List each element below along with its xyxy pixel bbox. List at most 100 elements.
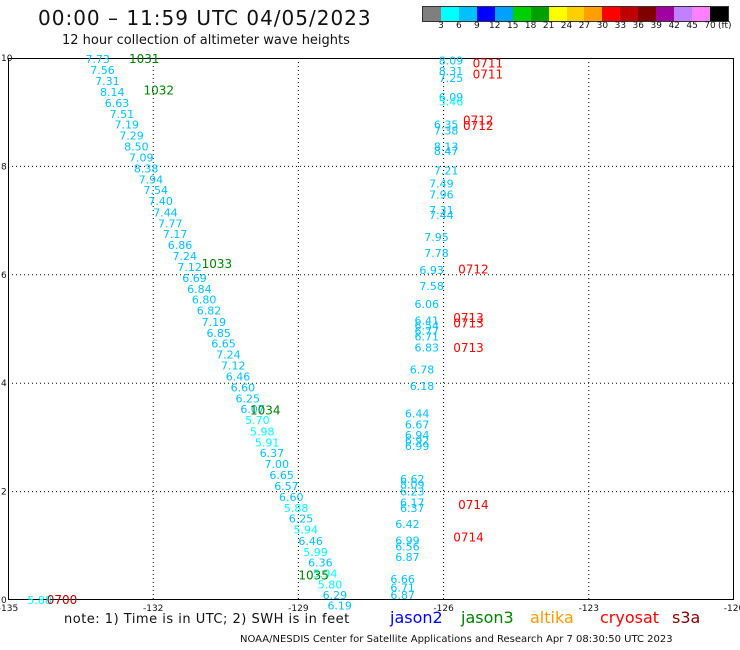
wave-height-value: 7.31	[429, 204, 454, 217]
wave-height-value: 7.56	[90, 64, 115, 77]
legend-unit: (ft)	[718, 21, 732, 31]
wave-height-value: 7.12	[177, 261, 202, 274]
pass-time-label: 1033	[202, 257, 233, 271]
legend-swatch	[602, 7, 621, 21]
y-tick-label: 4	[1, 379, 7, 389]
legend-label: 18	[524, 21, 537, 31]
legend-label: 15	[506, 21, 519, 31]
legend-swatch	[440, 7, 459, 21]
wave-height-value: 6.54	[415, 320, 440, 333]
satellite-label-jason3: jason3	[461, 608, 514, 627]
wave-height-value: 5.88	[284, 502, 309, 515]
wave-height-value: 6.18	[410, 380, 435, 393]
legend-swatch	[530, 7, 549, 21]
legend-label: 21	[542, 21, 555, 31]
wave-height-value: 5.94	[294, 524, 319, 537]
legend-swatch	[423, 7, 441, 21]
map-plot-area: -135-132-129-126-123-12002468105.887.737…	[0, 52, 740, 614]
wave-height-value: 6.71	[415, 331, 440, 344]
wave-height-value: 5.70	[245, 414, 270, 427]
pass-time-label: 0700	[47, 593, 78, 607]
legend-label: 24	[560, 21, 573, 31]
satellite-label-jason2: jason2	[390, 608, 443, 627]
wave-height-value: 6.83	[415, 341, 440, 354]
pass-time-label: 0712	[463, 119, 494, 133]
legend-label: 3	[438, 21, 444, 31]
wave-height-value: 6.87	[395, 551, 420, 564]
wave-height-value: 7.73	[85, 53, 110, 66]
wave-height-value: 6.86	[168, 239, 193, 252]
wave-height-value: 6.99	[405, 440, 430, 453]
wave-height-value: 5.98	[250, 425, 275, 438]
pass-time-label: 0712	[463, 113, 494, 127]
x-tick-label: -135	[0, 604, 18, 614]
wave-height-value: 6.25	[289, 513, 314, 526]
legend-swatch	[674, 7, 693, 21]
wave-height-value: 7.51	[110, 108, 135, 121]
x-tick-label: -129	[288, 604, 309, 614]
pass-time-label: 1034	[250, 403, 281, 417]
wave-height-value: 7.17	[163, 228, 188, 241]
wave-height-value: 6.23	[400, 486, 425, 499]
wave-height-value: 8.31	[439, 65, 464, 78]
wave-height-value: 7.25	[439, 72, 464, 85]
wave-height-value: 7.38	[434, 125, 459, 138]
wave-height-value: 5.46	[439, 95, 464, 108]
legend-swatch	[710, 7, 728, 21]
wave-height-value: 6.65	[211, 338, 236, 351]
wave-height-value: 8.47	[434, 145, 459, 158]
wave-height-value: 6.66	[390, 573, 415, 586]
legend-label: 42	[668, 21, 680, 31]
wave-height-value: 6.09	[439, 91, 464, 104]
wave-height-value: 7.58	[419, 280, 444, 293]
satellite-label-cryosat: cryosat	[600, 608, 660, 627]
wave-height-value: 6.60	[279, 491, 304, 504]
wave-height-value: 6.78	[410, 364, 435, 377]
x-tick-label: -123	[579, 604, 599, 614]
wave-height-value: 6.17	[400, 496, 425, 509]
wave-height-value: 7.19	[202, 316, 227, 329]
wave-height-value: 7.09	[129, 152, 154, 165]
wave-height-value: 6.99	[395, 534, 420, 547]
wave-height-value: 6.44	[405, 408, 430, 421]
pass-time-label: 0713	[453, 317, 484, 331]
wave-height-value: 6.87	[390, 589, 415, 602]
legend-label: 45	[686, 21, 698, 31]
wave-height-value: 6.80	[192, 294, 217, 307]
wave-height-value: 5.91	[255, 436, 280, 449]
y-tick-label: 0	[1, 596, 7, 606]
wave-height-value: 7.78	[424, 247, 449, 260]
pass-time-label: 0711	[473, 56, 504, 70]
wave-height-value: 6.77	[415, 325, 440, 338]
wave-height-value: 6.56	[395, 540, 420, 553]
wave-height-value: 7.21	[434, 165, 459, 178]
wave-height-value: 6.41	[415, 314, 440, 327]
wave-height-value: 7.96	[429, 189, 454, 202]
legend-label: 39	[650, 21, 662, 31]
wave-height-value: 6.93	[419, 264, 444, 277]
legend-label: 33	[614, 21, 627, 31]
pass-time-label: 0714	[458, 498, 489, 512]
y-tick-label: 10	[1, 54, 13, 64]
legend-swatch	[476, 7, 495, 21]
wave-height-value: 7.29	[119, 130, 144, 143]
wave-height-value: 7.95	[424, 231, 449, 244]
legend-label: 27	[578, 21, 591, 31]
wave-height-value: 5.80	[318, 578, 343, 591]
wave-height-value: 6.19	[327, 599, 352, 612]
color-scale-legend	[422, 6, 729, 22]
pass-time-label: 0713	[453, 341, 484, 355]
x-tick-label: -126	[433, 604, 454, 614]
wave-height-value: 7.12	[221, 359, 246, 372]
wave-height-value: 6.57	[274, 480, 299, 493]
legend-swatch	[494, 7, 513, 21]
legend-swatch	[548, 7, 567, 21]
wave-height-value: 6.69	[182, 272, 207, 285]
y-tick-label: 2	[1, 488, 7, 498]
legend-swatch	[656, 7, 675, 21]
wave-height-value: 7.00	[265, 458, 290, 471]
legend-label: 70	[704, 21, 716, 31]
page-subtitle: 12 hour collection of altimeter wave hei…	[62, 33, 350, 48]
legend-swatch	[512, 7, 531, 21]
wave-height-value: 6.67	[405, 418, 430, 431]
